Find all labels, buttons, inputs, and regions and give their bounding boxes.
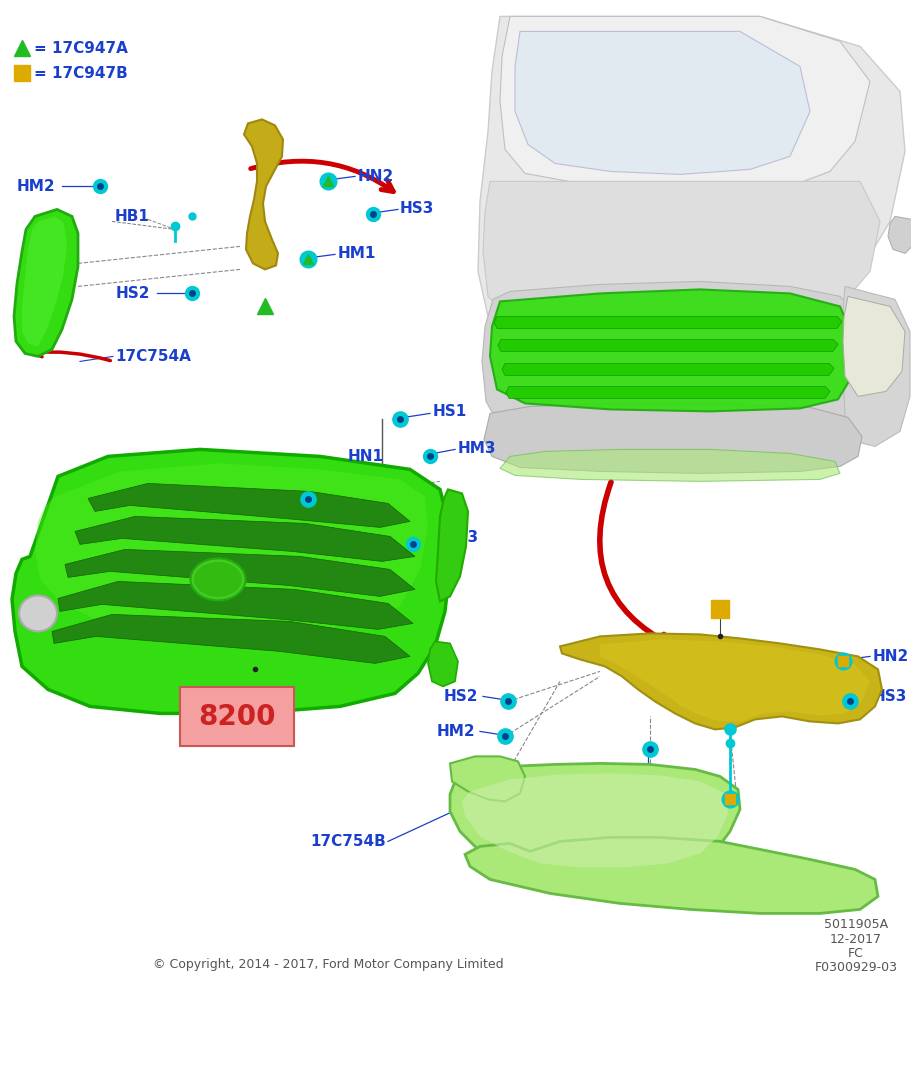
Text: HS3: HS3 — [872, 688, 906, 704]
Text: FORD - FL3Z8200DACP    N - 8200: FORD - FL3Z8200DACP N - 8200 — [118, 1024, 793, 1059]
Polygon shape — [489, 289, 854, 411]
Polygon shape — [887, 216, 911, 253]
Polygon shape — [506, 386, 829, 398]
Text: = 17C947A: = 17C947A — [34, 40, 128, 56]
Polygon shape — [449, 756, 525, 802]
Polygon shape — [482, 281, 864, 443]
Text: HM2: HM2 — [16, 179, 55, 194]
Ellipse shape — [190, 559, 245, 600]
Polygon shape — [52, 614, 410, 663]
Text: HM3: HM3 — [457, 441, 496, 456]
FancyBboxPatch shape — [179, 687, 293, 746]
Polygon shape — [87, 483, 410, 527]
Polygon shape — [12, 449, 449, 714]
Text: 5011905A: 5011905A — [823, 918, 887, 931]
Text: 12-2017: 12-2017 — [829, 933, 881, 946]
Polygon shape — [58, 582, 413, 630]
Text: HN3: HN3 — [443, 530, 478, 544]
Text: 8200: 8200 — [198, 704, 275, 731]
Polygon shape — [497, 339, 837, 351]
Text: HN1: HN1 — [348, 448, 384, 464]
Text: F0300929-03: F0300929-03 — [814, 961, 896, 974]
Text: 17C754B: 17C754B — [310, 834, 385, 849]
Text: HS2: HS2 — [116, 286, 149, 301]
Text: HM1: HM1 — [673, 814, 711, 829]
Polygon shape — [499, 16, 869, 191]
Polygon shape — [499, 449, 839, 481]
Polygon shape — [35, 464, 427, 634]
Text: HS1: HS1 — [433, 404, 466, 419]
Polygon shape — [465, 838, 877, 913]
Polygon shape — [435, 490, 467, 601]
Text: 17C754A: 17C754A — [115, 349, 190, 364]
Text: HN2: HN2 — [872, 649, 908, 664]
Text: HB1: HB1 — [115, 208, 149, 224]
Polygon shape — [501, 363, 833, 375]
Polygon shape — [462, 774, 727, 867]
Polygon shape — [477, 16, 904, 336]
Text: © Copyright, 2014 - 2017, Ford Motor Company Limited: © Copyright, 2014 - 2017, Ford Motor Com… — [152, 958, 503, 971]
Polygon shape — [841, 287, 909, 446]
Polygon shape — [559, 634, 881, 730]
Polygon shape — [449, 764, 739, 876]
Polygon shape — [599, 639, 869, 721]
Text: HN1: HN1 — [231, 492, 268, 507]
Polygon shape — [427, 642, 457, 686]
Polygon shape — [842, 297, 904, 396]
Polygon shape — [14, 209, 78, 357]
Polygon shape — [515, 32, 809, 175]
Text: HM2: HM2 — [435, 724, 475, 739]
Polygon shape — [244, 119, 282, 269]
Polygon shape — [75, 516, 415, 562]
Polygon shape — [494, 316, 841, 328]
Text: HS2: HS2 — [443, 688, 477, 704]
Polygon shape — [22, 216, 67, 347]
Text: = 17C947B: = 17C947B — [34, 65, 128, 81]
Text: HN2: HN2 — [358, 169, 394, 184]
Text: FC: FC — [847, 947, 863, 960]
Text: HB1: HB1 — [630, 775, 665, 790]
Ellipse shape — [19, 596, 56, 632]
Polygon shape — [483, 181, 879, 332]
Text: HS3: HS3 — [400, 201, 434, 216]
Polygon shape — [65, 550, 415, 597]
Polygon shape — [484, 404, 861, 473]
Text: HM1: HM1 — [338, 245, 376, 261]
Ellipse shape — [194, 562, 241, 597]
